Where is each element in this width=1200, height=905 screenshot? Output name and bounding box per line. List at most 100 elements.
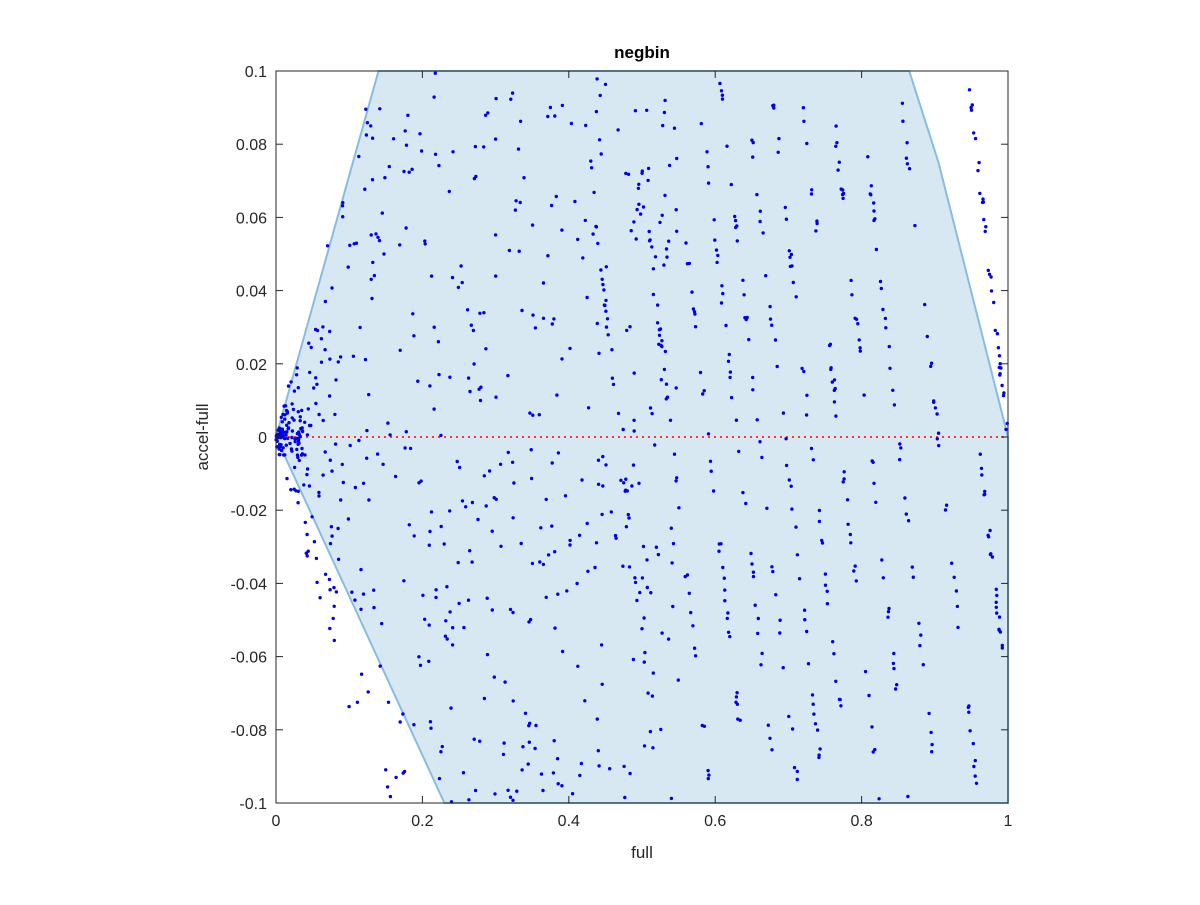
data-point: [580, 478, 584, 482]
x-tick-label: 0.4: [558, 813, 580, 830]
data-point: [483, 113, 488, 118]
data-point: [729, 182, 733, 187]
data-point: [758, 219, 762, 224]
data-point: [294, 373, 299, 377]
data-point: [623, 489, 627, 493]
data-point: [599, 268, 603, 272]
data-point: [640, 627, 644, 631]
data-point: [560, 103, 565, 108]
data-point: [369, 233, 373, 237]
data-point: [283, 404, 288, 408]
data-point: [670, 561, 674, 565]
data-point: [647, 229, 651, 234]
data-point: [318, 596, 322, 600]
data-point: [834, 414, 838, 418]
data-point: [820, 541, 825, 545]
data-point: [848, 532, 852, 537]
data-point: [554, 194, 558, 199]
data-point: [758, 209, 762, 213]
data-point: [817, 508, 822, 513]
data-point: [388, 794, 393, 799]
data-point: [832, 652, 836, 656]
data-point: [434, 595, 438, 600]
data-point: [654, 545, 659, 549]
data-point: [407, 170, 411, 174]
data-point: [726, 359, 731, 363]
data-point: [544, 497, 548, 502]
data-point: [994, 605, 998, 609]
data-point: [667, 239, 671, 243]
data-point: [693, 325, 698, 329]
data-point: [623, 795, 627, 800]
data-point: [627, 565, 632, 569]
data-point: [440, 744, 444, 749]
data-point: [429, 510, 434, 514]
data-point: [437, 163, 441, 168]
data-point: [365, 428, 369, 433]
data-point: [340, 462, 344, 467]
data-point: [637, 202, 641, 206]
data-point: [295, 453, 300, 457]
data-point: [751, 388, 755, 392]
data-point: [466, 376, 471, 380]
x-axis-label: full: [631, 843, 653, 862]
data-point: [842, 477, 846, 481]
data-point: [595, 717, 599, 721]
data-point: [628, 771, 632, 776]
data-point: [306, 407, 310, 411]
data-point: [511, 610, 515, 615]
data-point: [778, 631, 782, 635]
data-point: [997, 354, 1002, 358]
data-point: [357, 154, 361, 159]
data-point: [530, 223, 535, 227]
data-point: [869, 193, 873, 197]
data-point: [980, 200, 985, 205]
data-point: [669, 526, 673, 530]
data-point: [768, 317, 773, 321]
data-point: [456, 560, 460, 565]
data-point: [706, 776, 710, 781]
data-point: [899, 446, 903, 450]
data-point: [494, 274, 498, 278]
data-point: [449, 706, 453, 710]
data-point: [364, 107, 368, 111]
data-point: [472, 737, 476, 741]
data-point: [706, 165, 710, 169]
data-point: [528, 411, 532, 415]
data-point: [332, 604, 336, 608]
data-point: [367, 498, 371, 502]
data-point: [369, 277, 373, 281]
data-point: [507, 248, 512, 253]
data-point: [599, 643, 604, 647]
data-point: [510, 460, 515, 464]
data-point: [996, 346, 1001, 350]
data-point: [641, 544, 646, 549]
data-point: [381, 462, 385, 466]
data-point: [624, 525, 629, 529]
data-point: [534, 723, 538, 728]
data-point: [451, 626, 455, 630]
data-point: [363, 357, 368, 362]
data-point: [891, 388, 895, 392]
data-point: [684, 241, 688, 245]
data-point: [845, 498, 850, 502]
x-tick-label: 1: [1004, 813, 1013, 830]
data-point: [406, 113, 410, 118]
data-point: [770, 323, 774, 327]
data-point: [633, 580, 638, 585]
data-point: [437, 372, 441, 377]
data-point: [506, 450, 510, 455]
data-point: [398, 348, 402, 352]
data-point: [330, 469, 334, 473]
data-point: [668, 418, 673, 422]
data-point: [641, 205, 646, 209]
data-point: [750, 562, 754, 566]
data-point: [850, 293, 854, 297]
data-point: [300, 408, 304, 413]
data-point: [657, 333, 662, 337]
data-point: [898, 442, 902, 446]
data-point: [995, 332, 1000, 336]
data-point: [284, 443, 288, 447]
data-point: [994, 600, 998, 604]
data-point: [596, 749, 600, 753]
